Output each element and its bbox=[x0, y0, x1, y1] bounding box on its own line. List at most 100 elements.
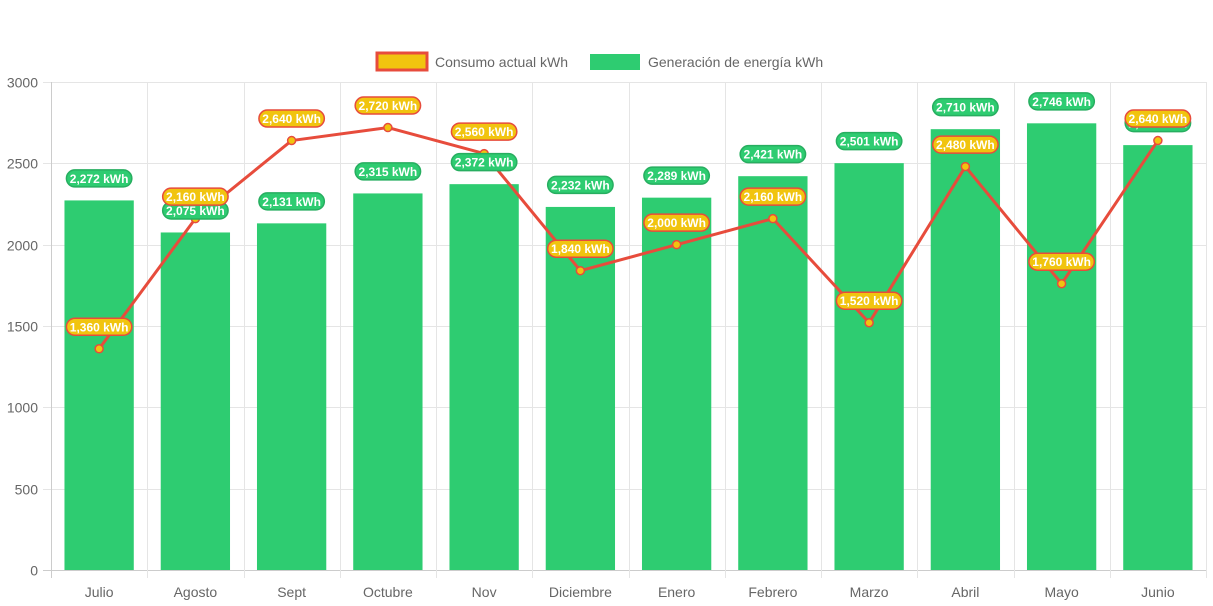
bar-data-label-text: 2,272 kWh bbox=[70, 172, 129, 186]
bar bbox=[1026, 123, 1097, 571]
line-series bbox=[94, 122, 1163, 354]
bar-data-label-bg bbox=[354, 162, 422, 181]
bar-data-label-text: 2,421 kWh bbox=[744, 148, 803, 162]
bar bbox=[353, 193, 423, 570]
line-data-label-text: 2,720 kWh bbox=[359, 99, 418, 113]
bar-data-label-text: 2,131 kWh bbox=[262, 195, 321, 209]
bar-data-label-text: 2,315 kWh bbox=[359, 165, 418, 179]
bar-data-label-text: 2,289 kWh bbox=[647, 169, 706, 183]
y-tick-label: 1000 bbox=[7, 400, 38, 416]
line-data-label-text: 2,000 kWh bbox=[647, 216, 706, 230]
line-data-label: 2,640 kWh bbox=[258, 109, 326, 128]
line-point bbox=[671, 239, 682, 250]
line-point bbox=[383, 122, 393, 133]
bar-data-label-bg bbox=[835, 131, 903, 151]
x-tick-label: Julio bbox=[85, 584, 114, 600]
bar-data-label-bg bbox=[739, 144, 807, 164]
line-data-label-bg bbox=[258, 109, 326, 128]
bar bbox=[738, 176, 808, 570]
bar-data-label: 2,272 kWh bbox=[65, 169, 133, 188]
y-axis: 0 500 1000 1500 2000 2500 3000 bbox=[7, 75, 38, 579]
bar-data-label-text: 2,232 kWh bbox=[551, 178, 610, 192]
line-data-labels: 1,360 kWh 2,160 kWh 2,640 kWh 2,720 kWh 2,56… bbox=[65, 96, 1192, 337]
bar-data-label: 2,075 kWh bbox=[161, 201, 229, 220]
bar bbox=[256, 223, 327, 570]
bar-data-label: 2,131 kWh bbox=[258, 192, 326, 211]
x-tick-label: Junio bbox=[1141, 584, 1175, 600]
line-data-label-bg bbox=[1124, 109, 1192, 128]
legend-item-consumo[interactable]: Consumo actual kWh bbox=[375, 51, 568, 72]
bar-data-label: 2,710 kWh bbox=[931, 97, 999, 117]
bar-data-label: 2,232 kWh bbox=[546, 175, 614, 195]
bar bbox=[1123, 145, 1193, 570]
line-data-label-bg bbox=[354, 96, 422, 115]
line-data-label-bg bbox=[450, 122, 518, 141]
bar-data-label: 2,289 kWh bbox=[643, 166, 711, 185]
x-tick-label: Enero bbox=[658, 584, 696, 600]
bar-data-label-bg bbox=[450, 152, 518, 172]
line-data-label: 1,840 kWh bbox=[546, 239, 614, 258]
line-data-label: 2,640 kWh bbox=[1124, 109, 1192, 128]
line-point bbox=[1056, 278, 1067, 289]
bar bbox=[449, 184, 519, 570]
x-tick-label: Agosto bbox=[174, 584, 218, 600]
bar-data-label-text: 2,710 kWh bbox=[936, 101, 995, 115]
y-tick-label: 3000 bbox=[7, 75, 38, 91]
line-data-label: 2,000 kWh bbox=[643, 213, 711, 232]
bar-data-label-text: 2,501 kWh bbox=[840, 135, 899, 149]
line-data-label-text: 1,760 kWh bbox=[1032, 255, 1091, 269]
legend-swatch-consumo bbox=[375, 51, 429, 72]
line-data-label-text: 1,840 kWh bbox=[551, 242, 610, 256]
line-data-label-bg bbox=[643, 213, 711, 232]
legend-item-generacion[interactable]: Generación de energía kWh bbox=[590, 54, 823, 70]
line-point bbox=[1153, 135, 1163, 146]
line-data-label-text: 2,480 kWh bbox=[936, 138, 995, 152]
bar-data-label-bg bbox=[643, 166, 711, 185]
line-data-label-text: 2,640 kWh bbox=[262, 112, 321, 126]
bar-series bbox=[64, 123, 1193, 571]
legend-label-generacion: Generación de energía kWh bbox=[648, 54, 823, 70]
line-data-label: 2,160 kWh bbox=[161, 187, 229, 206]
bar-data-label-bg bbox=[258, 192, 326, 211]
line-point bbox=[286, 135, 297, 146]
x-tick-label: Mayo bbox=[1045, 584, 1079, 600]
line-data-label: 2,480 kWh bbox=[931, 135, 999, 154]
line-data-label-bg bbox=[931, 135, 999, 154]
grid bbox=[43, 82, 1207, 578]
bar bbox=[641, 197, 712, 570]
bar-data-label-bg bbox=[1028, 92, 1096, 111]
x-tick-label: Marzo bbox=[850, 584, 889, 600]
line-point bbox=[864, 317, 874, 328]
line-data-label: 1,760 kWh bbox=[1028, 252, 1096, 271]
y-tick-label: 2500 bbox=[7, 156, 38, 172]
line-data-label-text: 1,520 kWh bbox=[840, 294, 899, 308]
x-tick-label: Febrero bbox=[748, 584, 797, 600]
line-data-label-bg bbox=[546, 239, 614, 258]
bar bbox=[64, 200, 134, 570]
line-data-label: 2,720 kWh bbox=[354, 96, 422, 115]
line-data-label-text: 2,160 kWh bbox=[744, 190, 803, 204]
line-path bbox=[97, 126, 1160, 350]
bar-data-label-bg bbox=[546, 175, 614, 195]
bar-data-labels: 2,272 kWh 2,075 kWh 2,131 kWh 2,315 kWh 2,37… bbox=[65, 92, 1192, 220]
x-tick-label: Diciembre bbox=[549, 584, 612, 600]
line-point bbox=[94, 344, 104, 354]
y-tick-label: 2000 bbox=[7, 238, 38, 254]
bar-data-label-text: 2,746 kWh bbox=[1032, 95, 1091, 109]
line-data-label-bg bbox=[1028, 252, 1096, 271]
y-tick-label: 500 bbox=[15, 482, 39, 498]
line-data-label-text: 2,160 kWh bbox=[166, 190, 225, 204]
bar-data-label: 2,421 kWh bbox=[739, 144, 807, 164]
line-point bbox=[768, 213, 778, 224]
legend-label-consumo: Consumo actual kWh bbox=[435, 54, 568, 70]
line-data-label: 1,360 kWh bbox=[65, 317, 133, 337]
line-data-label-bg bbox=[739, 187, 807, 206]
bar-data-label-bg bbox=[931, 97, 999, 117]
bar-data-label-text: 2,075 kWh bbox=[166, 204, 225, 218]
y-tick-label: 1500 bbox=[7, 319, 38, 335]
bar-data-label-bg bbox=[65, 169, 133, 188]
x-axis: Julio Agosto Sept Octubre Nov Diciembre Enero F… bbox=[85, 584, 1175, 600]
line-data-label-bg bbox=[65, 317, 133, 337]
bar-data-label: 2,501 kWh bbox=[835, 131, 903, 151]
